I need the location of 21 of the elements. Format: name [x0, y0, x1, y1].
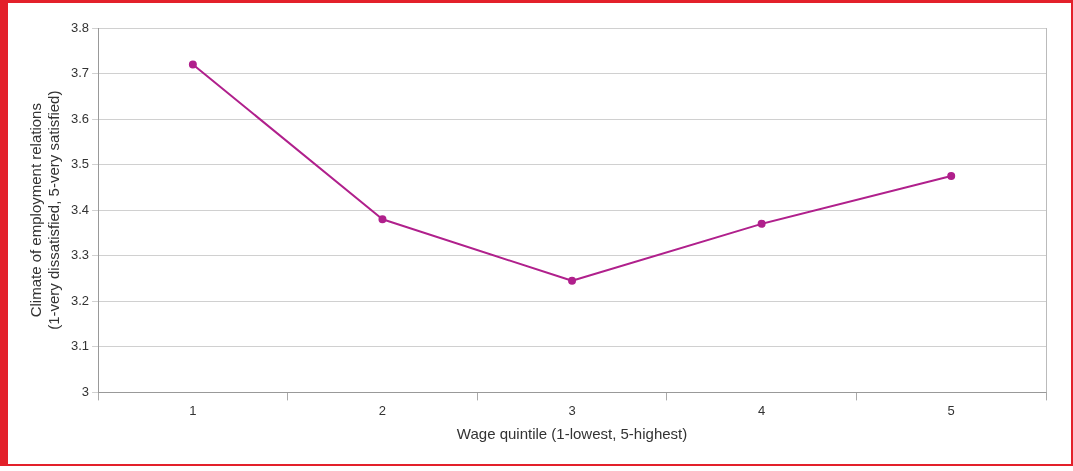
y-tick-label: 3.8	[70, 19, 90, 35]
y-tick-label: 3.7	[70, 65, 90, 81]
x-tick-label: 5	[947, 402, 955, 418]
point	[568, 276, 577, 285]
x-tick-label: 4	[758, 402, 766, 418]
y-tick-label: 3.1	[70, 338, 90, 354]
y-tick-label: 3.3	[70, 247, 90, 263]
y-axis-title: Climate of employment relations (1-very dissatisfied, 5-very satisfied)	[27, 90, 63, 330]
x-tick-label: 1	[189, 402, 197, 418]
point	[378, 215, 387, 224]
point	[757, 219, 766, 228]
y-tick-label: 3.4	[70, 201, 90, 217]
y-tick-label: 3	[81, 383, 90, 399]
x-tick-label: 2	[378, 402, 387, 418]
x-tick-label: 3	[568, 402, 576, 418]
y-tick-label: 3.6	[70, 110, 90, 126]
point	[188, 60, 197, 69]
y-tick-label: 3.5	[70, 156, 90, 172]
y-tick-label: 3.2	[70, 292, 90, 308]
point	[947, 172, 956, 181]
x-axis-title: Wage quintile (1-lowest, 5-highest)	[456, 425, 688, 443]
